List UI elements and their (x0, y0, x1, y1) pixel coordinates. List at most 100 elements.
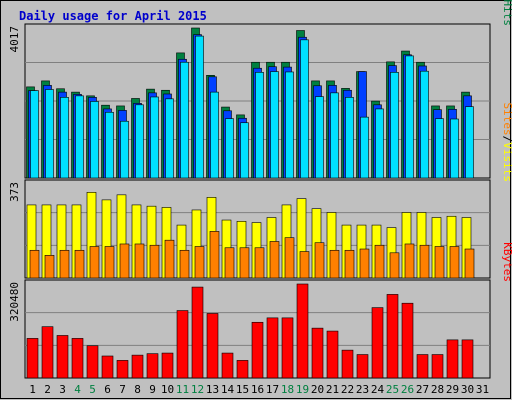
day-label: 26 (401, 383, 414, 396)
day-axis-labels: 1 2 3 4 5 6 7 8 9 10 11 12 13 14 15 16 17 18 19 20 21 22 23 24 2… (29, 383, 489, 396)
legend-visits: Visits (501, 142, 512, 182)
panel-legend: KBytes (501, 242, 512, 282)
kbytes-bar (41, 326, 54, 379)
day-label: 5 (89, 383, 96, 396)
pages-bar (225, 118, 234, 179)
day-label: 23 (356, 383, 369, 396)
sites-bar (359, 248, 370, 279)
day-label: 9 (149, 383, 156, 396)
sites-bar (419, 244, 430, 279)
panel-kbytes: 320480 KBytes (8, 242, 512, 379)
sites-bar (434, 246, 445, 279)
pages-bar (30, 90, 39, 179)
sites-bar (119, 243, 130, 279)
sites-bar (29, 249, 40, 279)
day-label: 10 (161, 383, 174, 396)
kbytes-bar (401, 302, 414, 379)
sites-bar (224, 247, 235, 279)
day-label: 25 (386, 383, 399, 396)
pages-bar (390, 72, 399, 179)
kbytes-bar (461, 339, 474, 379)
day-label: 20 (311, 383, 324, 396)
pages-bar (450, 118, 459, 179)
kbytes-bar (341, 349, 354, 379)
day-label: 19 (296, 383, 309, 396)
day-label: 28 (431, 383, 444, 396)
day-label: 1 (29, 383, 36, 396)
sites-bar (44, 255, 55, 279)
sites-bar (284, 237, 295, 279)
sites-bar (239, 247, 250, 279)
kbytes-bar (311, 327, 324, 379)
pages-bar (240, 122, 249, 179)
kbytes-bar (356, 354, 369, 379)
pages-bar (60, 97, 69, 179)
sites-bar (104, 246, 115, 279)
pages-bar (120, 120, 129, 179)
pages-bar (255, 72, 264, 179)
sites-bar (344, 249, 355, 279)
panel-pages-files-hits: 4017 Pages/Files/Hits (8, 0, 512, 179)
kbytes-bar (431, 354, 444, 379)
pages-bar (375, 108, 384, 179)
panel-legend: Sites/Visits (501, 103, 512, 183)
kbytes-bar (131, 354, 144, 379)
sites-bar (164, 239, 175, 279)
day-label: 18 (281, 383, 294, 396)
pages-bar (465, 106, 474, 179)
kbytes-bar (416, 354, 429, 379)
sites-bar (314, 242, 325, 279)
legend-hits: Hits (501, 0, 512, 26)
pages-bar (105, 111, 114, 179)
sites-bar (374, 244, 385, 279)
day-label: 14 (221, 383, 235, 396)
sites-bar (449, 246, 460, 279)
kbytes-bar (86, 345, 99, 379)
pages-bar (75, 95, 84, 179)
legend-sites: Sites (501, 103, 512, 136)
pages-bar (150, 96, 159, 179)
sites-bar (179, 249, 190, 279)
kbytes-bar (56, 335, 69, 379)
sites-bar (404, 243, 415, 279)
pages-bar (330, 92, 339, 179)
day-label: 12 (191, 383, 204, 396)
day-label: 17 (266, 383, 279, 396)
sites-bar (299, 251, 310, 279)
kbytes-bar (116, 360, 129, 379)
kbytes-bar (266, 317, 279, 379)
kbytes-bar (371, 307, 384, 379)
pages-bar (45, 89, 54, 179)
sites-bar (194, 246, 205, 279)
kbytes-bar (251, 321, 264, 379)
kbytes-bar (191, 286, 204, 379)
ymax-label: 4017 (8, 26, 21, 53)
day-label: 11 (176, 383, 189, 396)
day-label: 16 (251, 383, 264, 396)
pages-bar (345, 97, 354, 179)
kbytes-bar (26, 338, 39, 379)
sites-bar (59, 249, 70, 279)
kbytes-bar (296, 283, 309, 379)
day-label: 27 (416, 383, 429, 396)
kbytes-bar (206, 313, 219, 379)
pages-bar (300, 39, 309, 179)
sites-bar (74, 249, 85, 279)
ymax-label: 373 (8, 182, 21, 202)
day-label: 30 (461, 383, 474, 396)
day-label: 29 (446, 383, 459, 396)
pages-bar (360, 116, 369, 179)
day-label: 22 (341, 383, 354, 396)
sites-bar (269, 241, 280, 279)
day-label: 15 (236, 383, 249, 396)
chart-title: Daily usage for April 2015 (19, 9, 207, 23)
ymax-label: 320480 (8, 282, 21, 322)
kbytes-bar (281, 317, 294, 379)
day-label: 24 (371, 383, 385, 396)
pages-bar (165, 98, 174, 179)
kbytes-bar (386, 294, 399, 379)
kbytes-bar (446, 339, 459, 379)
sites-bar (389, 252, 400, 279)
